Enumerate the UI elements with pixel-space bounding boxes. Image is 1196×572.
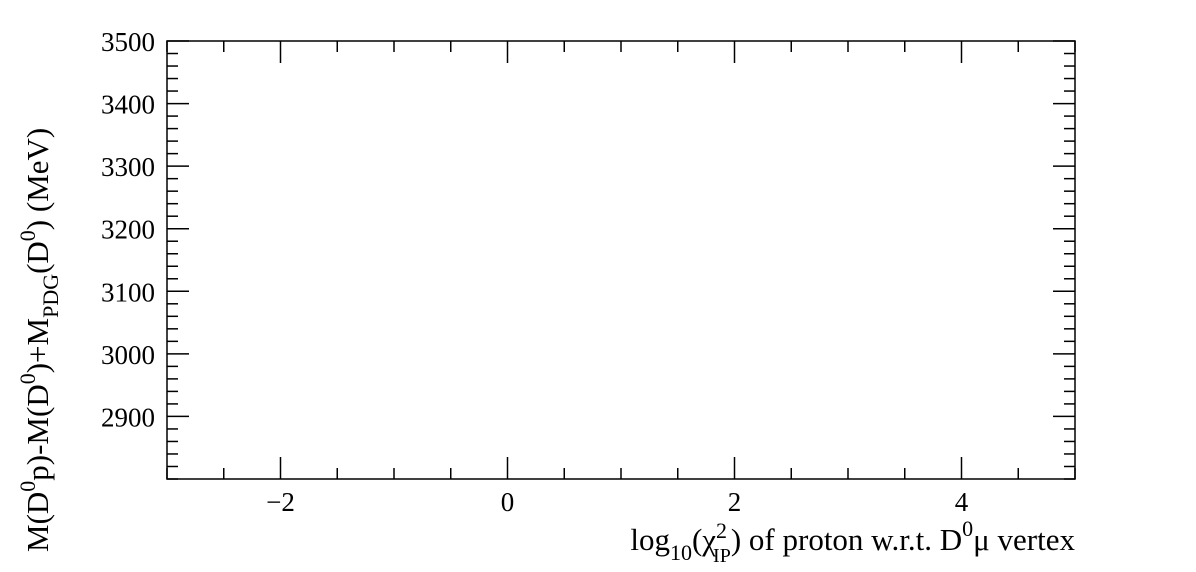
y-tick-label: 3300 [101,152,155,182]
x-tick-label: 2 [728,487,742,517]
y-tick-label: 2900 [101,402,155,432]
y-tick-labels: 2900 3000 3100 3200 3300 3400 3500 [101,27,155,432]
plot-frame [166,40,1076,480]
x-tick-label: −2 [266,487,295,517]
axis-ticks [166,40,1076,480]
x-tick-labels: −2 0 2 4 [266,487,969,517]
x-axis-label: log10(χ2 IP) of proton w.r.t. D0μ vertex [630,516,1075,567]
y-axis-label: M(D0p)-M(D0)+MPDG(D0) (MeV) [15,128,63,552]
y-tick-label: 3200 [101,215,155,245]
y-tick-label: 3100 [101,277,155,307]
x-tick-label: 4 [955,487,969,517]
y-tick-label: 3500 [101,27,155,57]
y-tick-label: 3400 [101,90,155,120]
x-tick-label: 0 [501,487,515,517]
y-tick-label: 3000 [101,340,155,370]
